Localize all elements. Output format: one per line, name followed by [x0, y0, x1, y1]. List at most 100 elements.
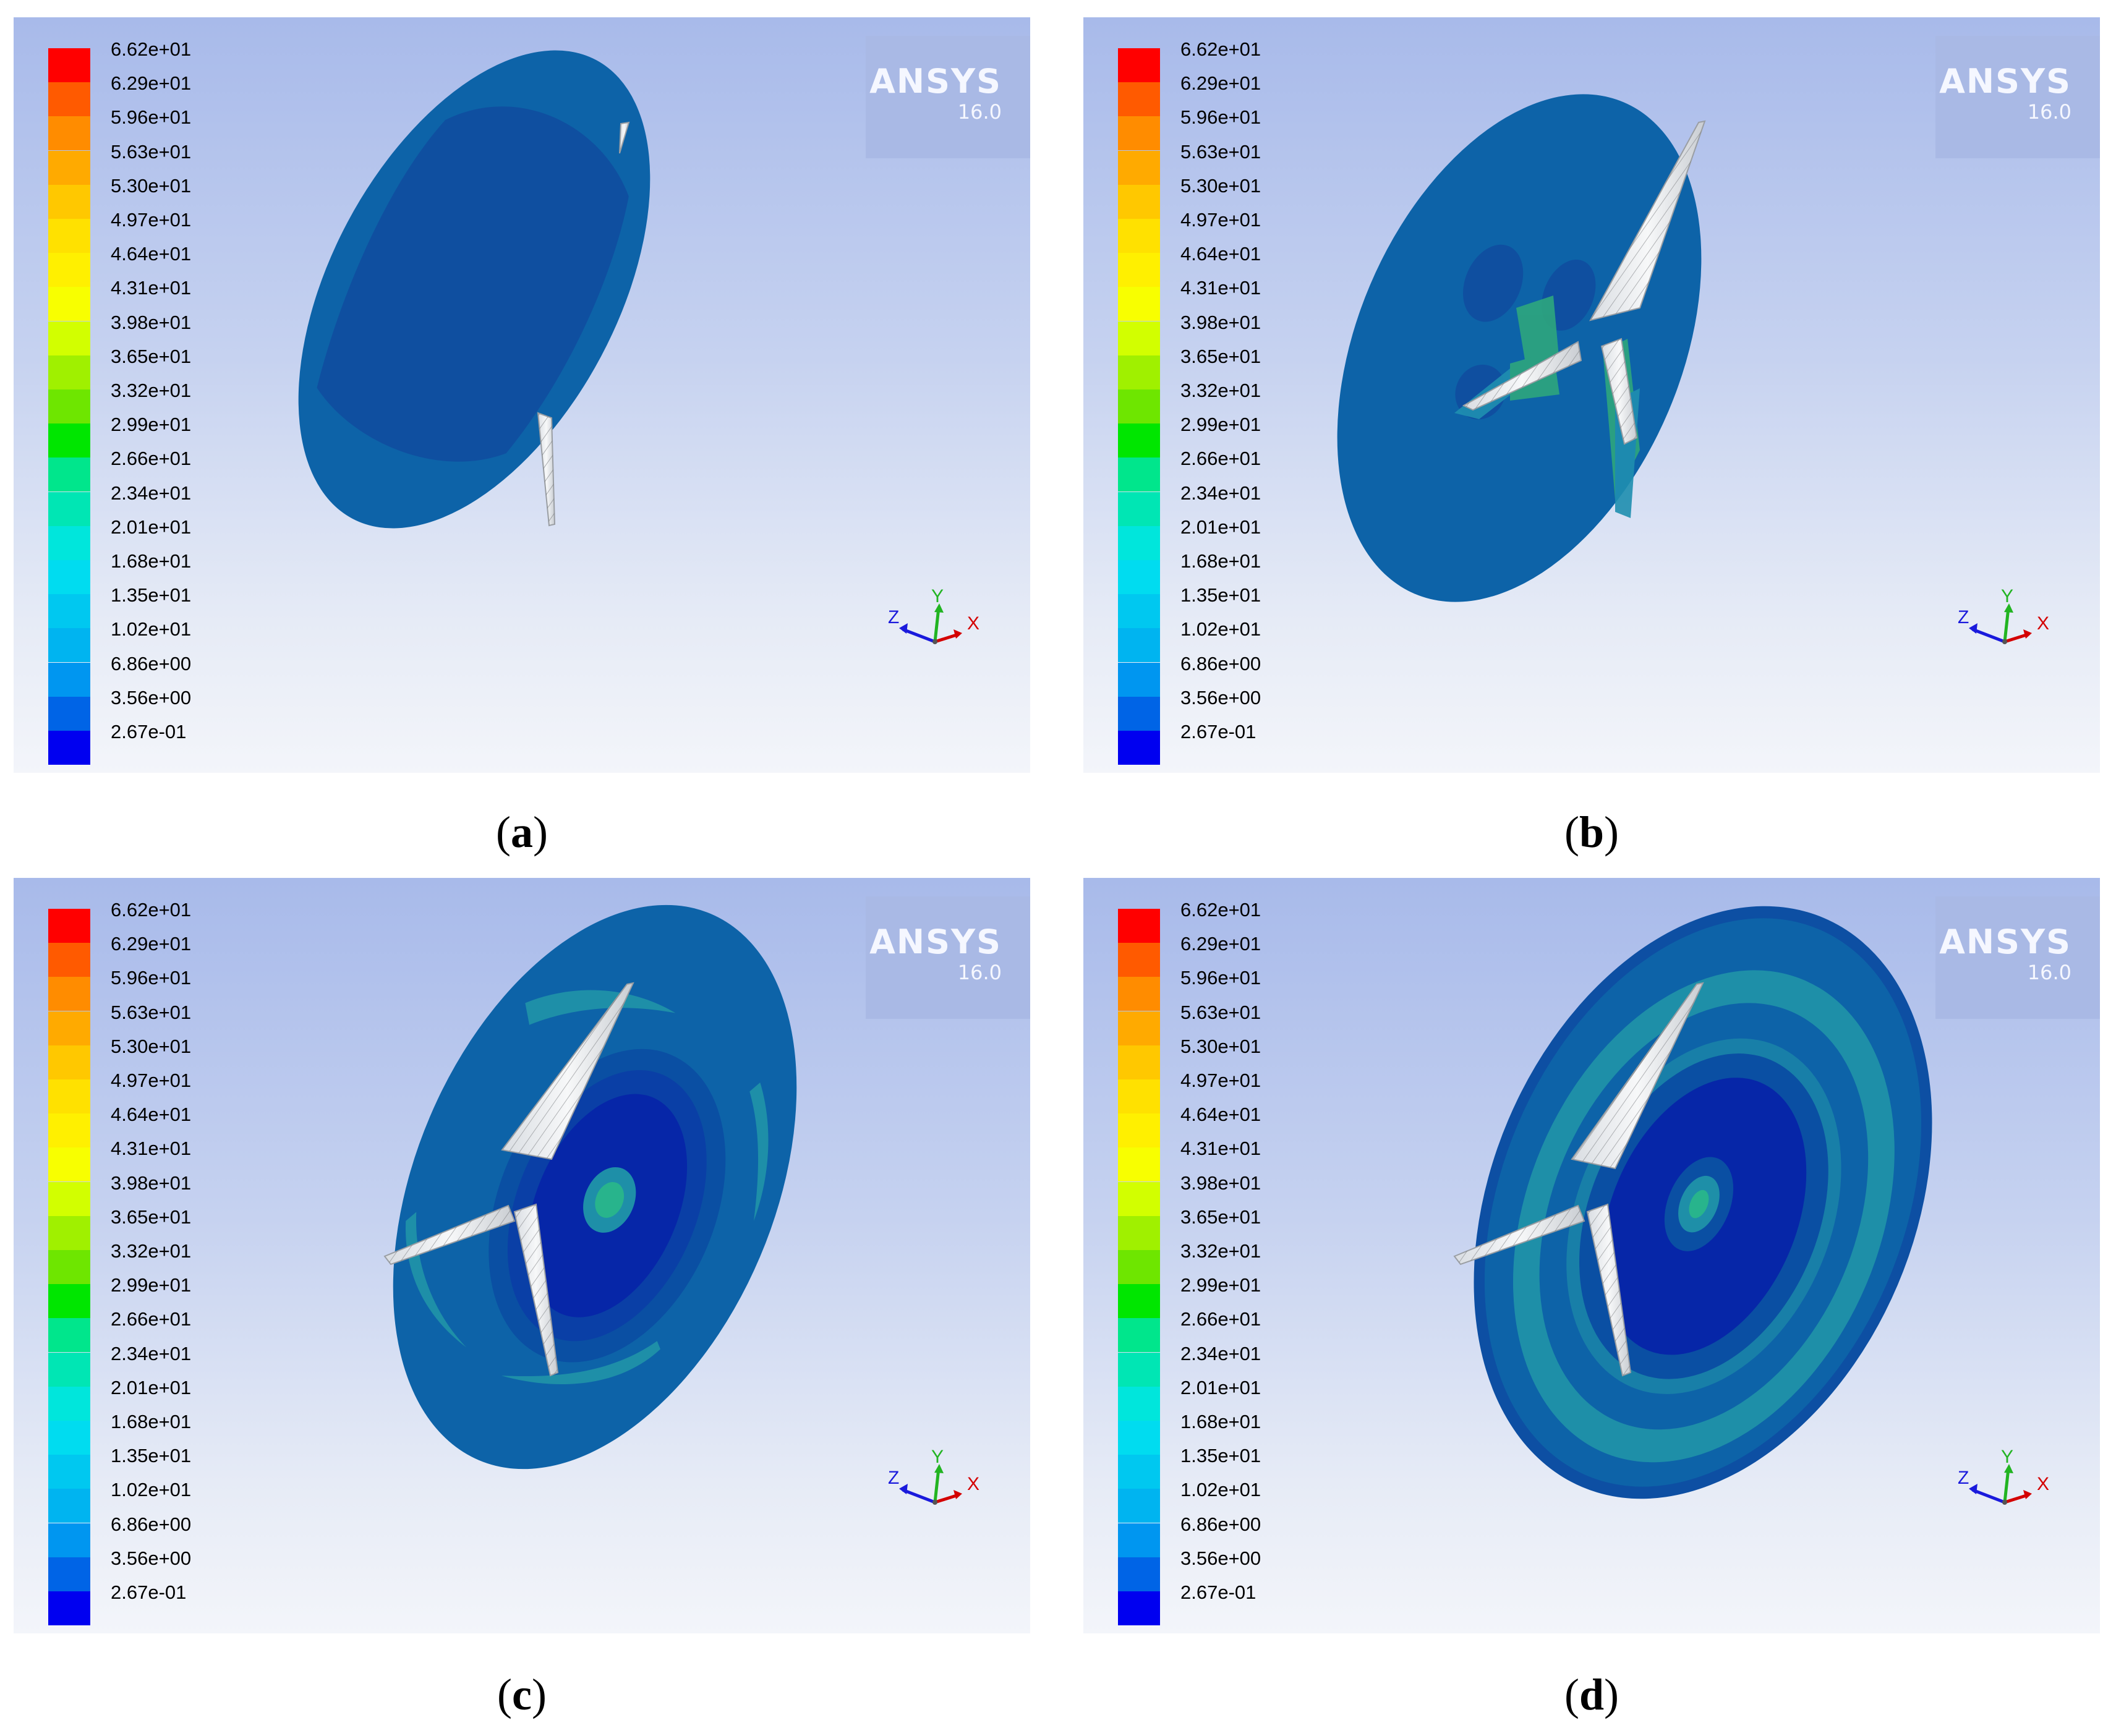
colorbar-swatch	[48, 560, 90, 594]
colorbar-tick-label: 6.62e+01	[111, 899, 192, 921]
colorbar-tick-label: 1.02e+01	[1180, 618, 1261, 640]
axes-triad: X Y Z	[1958, 1447, 2049, 1505]
colorbar-swatch	[48, 1147, 90, 1182]
turbine-blade	[619, 121, 630, 154]
colorbar-swatch	[48, 287, 90, 321]
colorbar-tick-label: 2.99e+01	[111, 414, 192, 436]
z-axis-arrow	[902, 628, 936, 644]
colorbar-tick-label: 2.01e+01	[1180, 1376, 1261, 1398]
colorbar-swatch	[48, 1591, 90, 1625]
wind-turbine-c	[383, 982, 634, 1377]
contour-band-teal	[525, 990, 676, 1025]
colorbar-tick-label: 2.99e+01	[111, 1274, 192, 1296]
colorbar-tick-label: 3.98e+01	[111, 1172, 192, 1194]
colorbar-swatch	[48, 1079, 90, 1113]
colorbar-tick-label: 3.32e+01	[1180, 380, 1261, 401]
colorbar-swatch	[48, 1284, 90, 1319]
colorbar-swatch	[48, 1113, 90, 1148]
colorbar-tick-label: 2.01e+01	[111, 1376, 192, 1398]
colorbar-tick-label: 6.29e+01	[111, 933, 192, 955]
x-axis-label: X	[2037, 1474, 2049, 1494]
colorbar-swatch	[1118, 525, 1160, 560]
colorbar-swatch	[48, 1523, 90, 1557]
colorbar-swatch	[1118, 48, 1160, 82]
colorbar-swatch	[1118, 150, 1160, 185]
y-axis-arrow	[933, 607, 941, 642]
colorbar-swatch	[48, 1489, 90, 1523]
colorbar-tick-label: 1.35e+01	[111, 584, 192, 606]
caption-b: (b)	[1564, 807, 1619, 857]
colorbar-swatch	[1118, 662, 1160, 697]
x-axis-label: X	[967, 1474, 979, 1494]
colorbar-swatch	[1118, 457, 1160, 492]
caption-a: (a)	[496, 807, 548, 857]
colorbar-swatch	[1118, 1011, 1160, 1045]
colorbar-swatch	[1118, 943, 1160, 977]
rotor-plane-d	[1474, 906, 1932, 1499]
colorbar-tick-label: 6.29e+01	[1180, 933, 1261, 955]
colorbar-swatch	[1118, 1421, 1160, 1455]
colorbar-tick-label: 3.65e+01	[111, 1206, 192, 1228]
wind-turbine-b	[1462, 120, 1706, 445]
colorbar-tick-label: 2.66e+01	[1180, 1308, 1261, 1330]
y-axis-arrow	[933, 1468, 941, 1503]
colorbar-swatch	[48, 662, 90, 697]
rotor-plane-a	[298, 50, 651, 529]
y-axis-arrow	[2003, 607, 2010, 642]
colorbar-swatch	[1118, 560, 1160, 594]
colorbar-tick-label: 4.97e+01	[111, 209, 192, 231]
colorbar-tick-label: 3.56e+00	[1180, 686, 1261, 708]
colorbar-tick-label: 2.67e-01	[111, 721, 187, 742]
colorbar-swatch	[48, 1455, 90, 1489]
colorbar-tick-label: 4.97e+01	[111, 1070, 192, 1091]
colorbar-swatch	[1118, 696, 1160, 731]
contour-plot-d	[1453, 906, 1932, 1499]
colorbar-swatch	[1118, 1113, 1160, 1148]
colorbar-tick-label: 1.68e+01	[111, 1411, 192, 1432]
colorbar-swatch	[48, 1318, 90, 1353]
colorbar-tick-label: 6.86e+00	[1180, 652, 1261, 674]
colorbar-tick-label: 3.65e+01	[1180, 345, 1261, 367]
colorbar-tick-label: 5.63e+01	[111, 140, 192, 163]
colorbar-tick-label: 4.97e+01	[1180, 1070, 1261, 1091]
colorbar-swatch	[1118, 116, 1160, 151]
y-axis-label: Y	[2001, 586, 2013, 606]
colorbar-tick-label: 6.62e+01	[111, 38, 192, 60]
colorbar-swatch	[1118, 1386, 1160, 1421]
colorbar-tick-label: 2.66e+01	[111, 1308, 192, 1330]
colorbar-swatch	[48, 1421, 90, 1455]
colorbar-tick-label: 4.31e+01	[111, 1138, 192, 1160]
colorbar-tick-label: 2.34e+01	[111, 482, 192, 504]
x-axis-arrow	[934, 1493, 959, 1504]
colorbar-swatch	[48, 1352, 90, 1387]
colorbar-tick-label: 3.65e+01	[1180, 1206, 1261, 1228]
colorbar-swatch	[1118, 423, 1160, 458]
contour-plot-c	[383, 904, 797, 1470]
colorbar-swatch	[48, 321, 90, 355]
colorbar-swatch	[48, 594, 90, 629]
contour-panel-a: 6.62e+01 6.29e+01 5.96e+01 5.63e+01 5.30e+01…	[14, 17, 1030, 773]
colorbar-swatch	[1118, 355, 1160, 389]
colorbar-swatch	[48, 628, 90, 663]
colorbar-swatch	[1118, 1250, 1160, 1284]
colorbar-tick-label: 6.29e+01	[111, 72, 192, 95]
z-axis-arrow	[1972, 628, 2005, 644]
colorbar-tick-label: 5.30e+01	[1180, 174, 1261, 197]
x-axis-arrow	[2004, 1493, 2029, 1504]
colorbar-tick-label: 1.68e+01	[1180, 550, 1261, 572]
z-axis-label: Z	[1958, 607, 1969, 628]
colorbar-tick-label: 5.96e+01	[111, 967, 192, 989]
z-axis-label: Z	[888, 607, 899, 628]
colorbar-tick-label: 2.01e+01	[111, 516, 192, 538]
colorbar-tick-label: 6.86e+00	[111, 1513, 192, 1535]
colorbar-tick-label: 5.30e+01	[1180, 1035, 1261, 1057]
caption-d: (d)	[1564, 1670, 1619, 1719]
axes-triad: X Y Z	[1958, 586, 2049, 644]
colorbar-tick-label: 6.29e+01	[1180, 72, 1261, 95]
colorbar-tick-label: 3.56e+00	[111, 1547, 192, 1569]
colorbar-tick-label: 2.34e+01	[1180, 1342, 1261, 1364]
colorbar-tick-label: 3.56e+00	[1180, 1547, 1261, 1569]
colorbar-tick-label: 5.63e+01	[1180, 140, 1261, 163]
colorbar-tick-label: 3.65e+01	[111, 345, 192, 367]
colorbar-tick-label: 3.32e+01	[111, 380, 192, 401]
